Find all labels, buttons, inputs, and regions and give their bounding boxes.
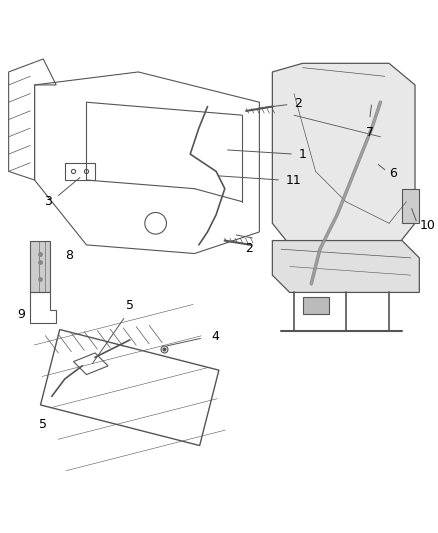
Text: 10: 10 bbox=[419, 219, 435, 232]
Text: 4: 4 bbox=[212, 330, 220, 343]
Text: 7: 7 bbox=[366, 126, 374, 139]
Text: 2: 2 bbox=[294, 96, 302, 110]
Text: 6: 6 bbox=[389, 167, 397, 180]
Text: 2: 2 bbox=[245, 243, 253, 255]
Text: 11: 11 bbox=[285, 174, 301, 187]
Text: 8: 8 bbox=[66, 249, 74, 262]
Polygon shape bbox=[402, 189, 419, 223]
Text: 1: 1 bbox=[298, 148, 306, 160]
Polygon shape bbox=[272, 63, 415, 245]
Polygon shape bbox=[272, 240, 419, 293]
Text: 9: 9 bbox=[18, 308, 25, 320]
Polygon shape bbox=[303, 297, 328, 314]
Text: 5: 5 bbox=[126, 299, 134, 312]
Text: 5: 5 bbox=[39, 418, 47, 431]
FancyBboxPatch shape bbox=[30, 240, 50, 293]
Text: 3: 3 bbox=[44, 195, 52, 208]
